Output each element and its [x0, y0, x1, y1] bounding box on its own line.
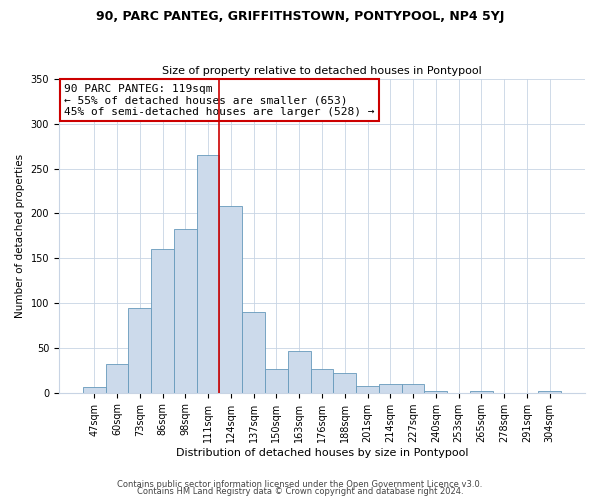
Bar [288, 352, 311, 393]
Bar [424, 391, 447, 392]
Text: Contains public sector information licensed under the Open Government Licence v3: Contains public sector information licen… [118, 480, 482, 489]
Bar [265, 368, 288, 392]
Bar [242, 312, 265, 392]
Bar [174, 228, 197, 392]
Bar [128, 308, 151, 392]
Text: 90, PARC PANTEG, GRIFFITHSTOWN, PONTYPOOL, NP4 5YJ: 90, PARC PANTEG, GRIFFITHSTOWN, PONTYPOO… [96, 10, 504, 23]
Bar [197, 155, 220, 392]
Bar [151, 250, 174, 392]
Title: Size of property relative to detached houses in Pontypool: Size of property relative to detached ho… [162, 66, 482, 76]
Bar [401, 384, 424, 392]
Bar [538, 391, 561, 392]
Text: 90 PARC PANTEG: 119sqm
← 55% of detached houses are smaller (653)
45% of semi-de: 90 PARC PANTEG: 119sqm ← 55% of detached… [64, 84, 374, 117]
Bar [334, 373, 356, 392]
Bar [106, 364, 128, 392]
Y-axis label: Number of detached properties: Number of detached properties [15, 154, 25, 318]
X-axis label: Distribution of detached houses by size in Pontypool: Distribution of detached houses by size … [176, 448, 468, 458]
Bar [356, 386, 379, 392]
Bar [379, 384, 401, 392]
Bar [220, 206, 242, 392]
Text: Contains HM Land Registry data © Crown copyright and database right 2024.: Contains HM Land Registry data © Crown c… [137, 487, 463, 496]
Bar [83, 388, 106, 392]
Bar [470, 391, 493, 392]
Bar [311, 368, 334, 392]
